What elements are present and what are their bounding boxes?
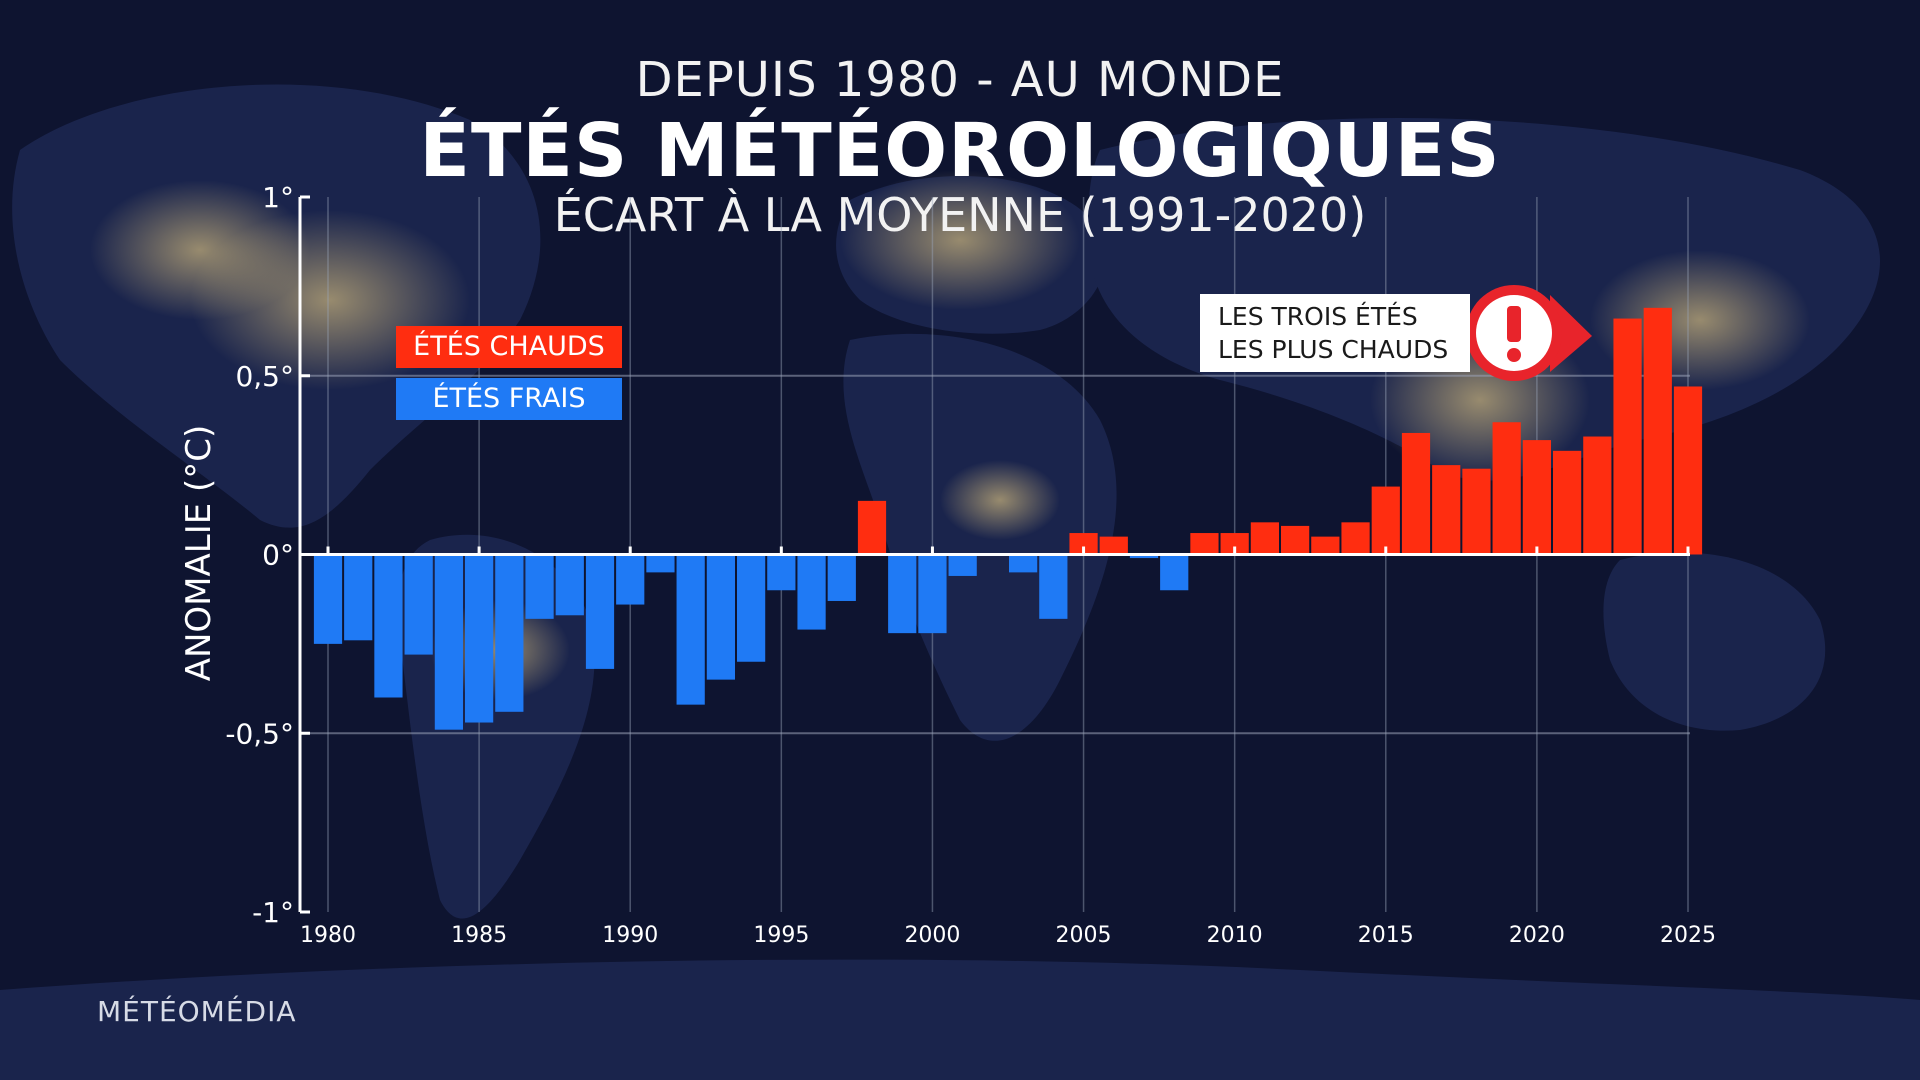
- x-tick-labels: 1980 1985 1990 1995 2000 2005 2010 2015 2020 2025: [300, 923, 1716, 948]
- y-tick-labels: 1° 0,5° 0° -0,5° -1°: [225, 181, 294, 929]
- bar-1980: [313, 554, 343, 644]
- bar-2016: [1401, 432, 1431, 555]
- y-axis-label: ANOMALIE (°C): [179, 425, 219, 682]
- x-tick-label-9: 2025: [1660, 923, 1716, 948]
- bar-2017: [1432, 465, 1461, 555]
- y-tick-label-1: 0,5°: [235, 360, 294, 393]
- bar-1987: [525, 554, 554, 619]
- chart-supertitle: DEPUIS 1980 - AU MONDE: [635, 52, 1285, 108]
- y-tick-label-0: 1°: [262, 181, 294, 214]
- chart-bars: [313, 307, 1703, 730]
- bar-2010: [1220, 533, 1249, 555]
- bar-2018: [1462, 468, 1491, 555]
- callout-line-2: LES PLUS CHAUDS: [1218, 335, 1449, 364]
- bar-1993: [706, 554, 735, 680]
- chart-subtitle: ÉCART À LA MOYENNE (1991-2020): [553, 188, 1367, 242]
- chart-title: ÉTÉS MÉTÉOROLOGIQUES: [419, 108, 1501, 194]
- x-tick-label-8: 2020: [1509, 923, 1565, 948]
- bar-1986: [495, 554, 524, 712]
- bar-2021: [1553, 450, 1582, 555]
- bar-2022: [1583, 436, 1612, 555]
- brand-logo-text: MÉTÉOMÉDIA: [97, 995, 297, 1028]
- bar-1990: [616, 554, 645, 605]
- bar-2012: [1281, 525, 1310, 555]
- bar-2023: [1613, 318, 1642, 555]
- x-tick-label-5: 2005: [1056, 923, 1112, 948]
- legend-hot-summers: ÉTÉS CHAUDS: [396, 326, 622, 368]
- bar-1984: [434, 554, 463, 730]
- bar-1994: [737, 554, 766, 662]
- bar-1992: [676, 554, 705, 705]
- y-tick-label-2: 0°: [262, 539, 294, 572]
- callout-line-1: LES TROIS ÉTÉS: [1218, 302, 1418, 331]
- bar-2003: [1009, 554, 1038, 573]
- bar-2019: [1492, 422, 1521, 555]
- bar-2001: [948, 554, 977, 576]
- bar-1991: [646, 554, 675, 573]
- x-tick-label-7: 2015: [1358, 923, 1414, 948]
- exclamation-icon: [1466, 285, 1592, 381]
- legend-cool-summers: ÉTÉS FRAIS: [396, 378, 622, 420]
- bar-1995: [767, 554, 796, 591]
- x-tick-label-3: 1995: [753, 923, 809, 948]
- bar-2005: [1069, 533, 1098, 555]
- bar-2025: [1673, 386, 1703, 555]
- bar-2013: [1311, 536, 1340, 555]
- bar-1981: [344, 554, 373, 641]
- bar-2007: [1129, 554, 1159, 559]
- bar-1985: [465, 554, 494, 723]
- bar-1989: [585, 554, 615, 669]
- bar-2000: [918, 554, 947, 634]
- bar-2015: [1371, 486, 1400, 555]
- bar-2008: [1160, 554, 1189, 591]
- bar-1996: [797, 554, 826, 630]
- bar-2014: [1341, 522, 1370, 555]
- y-tick-label-3: -0,5°: [225, 717, 294, 750]
- bar-2011: [1250, 522, 1279, 555]
- warmest-summers-callout: LES TROIS ÉTÉS LES PLUS CHAUDS: [1200, 294, 1470, 372]
- x-tick-label-6: 2010: [1207, 923, 1263, 948]
- bar-2004: [1039, 554, 1068, 619]
- bar-1998: [857, 500, 887, 555]
- bar-1988: [555, 554, 584, 616]
- x-tick-label-2: 1990: [602, 923, 658, 948]
- x-tick-label-0: 1980: [300, 923, 356, 948]
- chart-axes: [298, 195, 1690, 914]
- bar-1983: [404, 554, 433, 655]
- y-tick-label-4: -1°: [252, 896, 294, 929]
- bar-1997: [827, 554, 856, 601]
- x-tick-label-1: 1985: [451, 923, 507, 948]
- bar-2006: [1099, 536, 1128, 555]
- bar-1982: [374, 554, 403, 698]
- bar-2009: [1190, 533, 1219, 555]
- bar-2020: [1522, 440, 1551, 555]
- x-tick-label-4: 2000: [904, 923, 960, 948]
- bar-1999: [888, 554, 917, 634]
- bar-2024: [1643, 307, 1672, 555]
